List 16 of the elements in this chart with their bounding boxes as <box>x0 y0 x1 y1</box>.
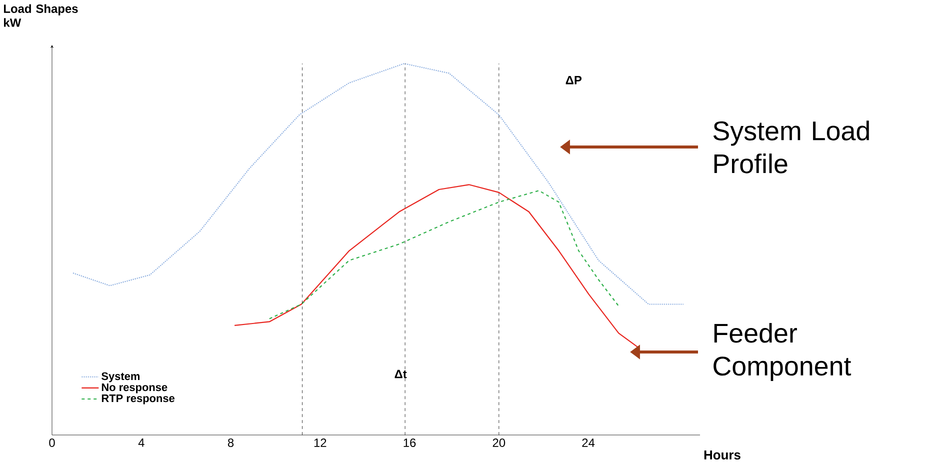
x-axis-title: Hours <box>704 450 740 460</box>
text: Feeder Component <box>714 323 852 381</box>
text: System Load Profile <box>713 120 869 174</box>
x-tick-label: 24 <box>582 438 595 447</box>
legend-label: System <box>102 372 140 382</box>
x-tick-label: 16 <box>404 438 416 447</box>
legend-label: RTP response <box>102 394 175 404</box>
legend-label: No response <box>102 383 168 394</box>
annotation: Δt <box>394 370 407 378</box>
x-tick-label: 20 <box>492 438 506 447</box>
y-axis-title: Load Shapes kW <box>4 4 78 27</box>
x-tick-label: 12 <box>314 438 326 447</box>
x-tick-label: 4 <box>138 438 144 447</box>
x-tick-label: 8 <box>228 438 234 447</box>
annotation: ΔP <box>566 76 582 84</box>
x-tick-label: 0 <box>49 438 55 447</box>
